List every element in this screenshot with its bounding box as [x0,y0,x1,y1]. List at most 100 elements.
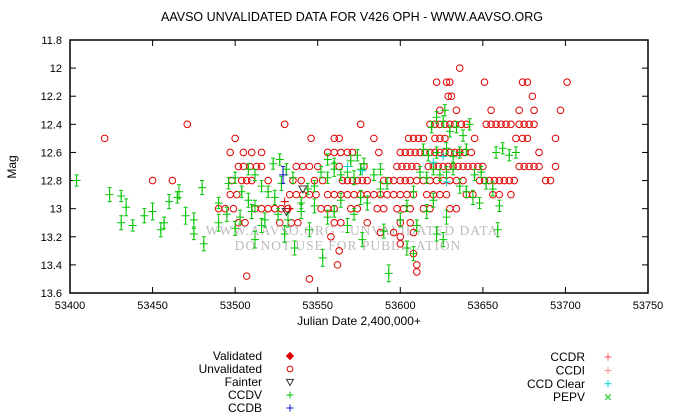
data-point [337,148,345,157]
data-point [226,190,234,199]
data-point [231,224,240,233]
data-point [498,144,507,153]
data-point [389,190,398,199]
legend-label: PEPV [553,390,585,404]
data-point [402,244,411,253]
data-point [317,204,325,213]
data-point [402,201,411,210]
data-point [520,162,528,171]
data-point [275,155,284,164]
data-point [246,162,254,171]
data-point [274,210,283,219]
data-point [165,197,174,206]
data-point [488,184,497,193]
data-point [260,215,269,224]
data-point [487,106,495,115]
data-point [247,148,256,157]
data-point [409,134,418,143]
data-point [384,269,393,278]
data-point [307,134,315,143]
y-tick-label: 12.8 [41,176,62,188]
data-point [312,190,320,199]
data-point [442,144,451,153]
data-point [264,176,272,185]
data-point [297,176,305,185]
data-point [189,229,198,238]
data-point [401,176,410,185]
data-point [288,173,297,182]
y-tick-label: 11.8 [41,35,62,47]
data-point [411,148,419,157]
data-point [563,78,571,86]
data-point [528,92,537,101]
data-point [412,221,421,230]
data-point [335,247,343,255]
legend-item-pepv: PEPV [553,390,612,404]
data-point [343,148,352,157]
data-point [535,148,543,157]
data-point [511,148,520,157]
data-point [257,148,266,157]
data-point [442,177,451,186]
data-point [286,391,294,399]
data-point [214,199,223,208]
data-point [358,166,367,175]
data-point [323,213,332,222]
data-point [429,165,438,174]
data-point [439,152,448,161]
legend-item-ccdb: CCDB [228,401,294,415]
data-point [447,92,456,101]
data-point [189,215,198,224]
series-ccdb [279,166,288,184]
data-point [446,78,454,86]
data-point [490,176,499,185]
data-point [604,353,612,361]
data-point [541,176,550,185]
data-point [148,207,157,216]
data-point [286,365,294,373]
data-point [292,190,301,199]
data-point [250,170,259,179]
x-tick-label: 53550 [302,300,333,312]
data-point [427,123,436,132]
data-point [467,148,476,157]
data-point [244,196,253,205]
x-tick-label: 53700 [550,300,581,312]
data-point [257,162,266,171]
data-point [482,120,490,129]
data-point [396,148,405,157]
data-point [383,190,391,199]
legend-item-fainter: Fainter [225,375,295,389]
data-point [452,106,461,115]
data-point [429,196,438,205]
data-point [356,193,365,202]
data-point [475,199,484,208]
data-point [523,78,532,86]
data-point [122,203,131,212]
data-point [257,221,266,230]
data-point [379,227,388,236]
data-point [305,225,314,234]
y-tick-label: 12.4 [41,119,62,131]
data-point [100,134,109,143]
data-point [457,120,466,129]
data-point [285,190,294,199]
data-point [242,272,251,280]
legend-item-ccdr: CCDR [550,350,612,364]
data-point [236,213,245,222]
data-point [452,123,461,132]
data-point [292,162,301,171]
data-point [442,78,451,86]
data-point [422,173,431,182]
data-point [518,78,527,86]
data-point [363,176,372,185]
data-point [222,210,231,219]
data-point [604,380,612,388]
data-point [214,218,223,227]
data-point [520,120,528,129]
legend-label: CCDV [228,388,262,402]
data-point [358,235,367,244]
data-point [439,117,448,126]
data-point [356,120,365,129]
legend-label: Unvalidated [199,362,262,376]
